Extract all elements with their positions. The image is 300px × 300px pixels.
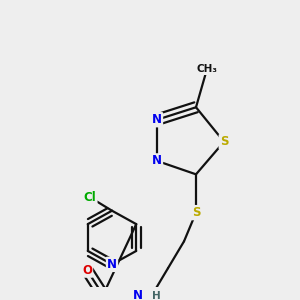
Text: N: N (152, 113, 162, 126)
Text: S: S (220, 135, 228, 148)
Text: H: H (152, 291, 161, 300)
Text: Cl: Cl (84, 191, 96, 204)
Text: S: S (192, 206, 200, 219)
Text: O: O (82, 264, 92, 277)
Text: CH₃: CH₃ (196, 64, 218, 74)
Text: N: N (152, 154, 162, 167)
Text: N: N (133, 289, 143, 300)
Text: N: N (107, 258, 117, 271)
